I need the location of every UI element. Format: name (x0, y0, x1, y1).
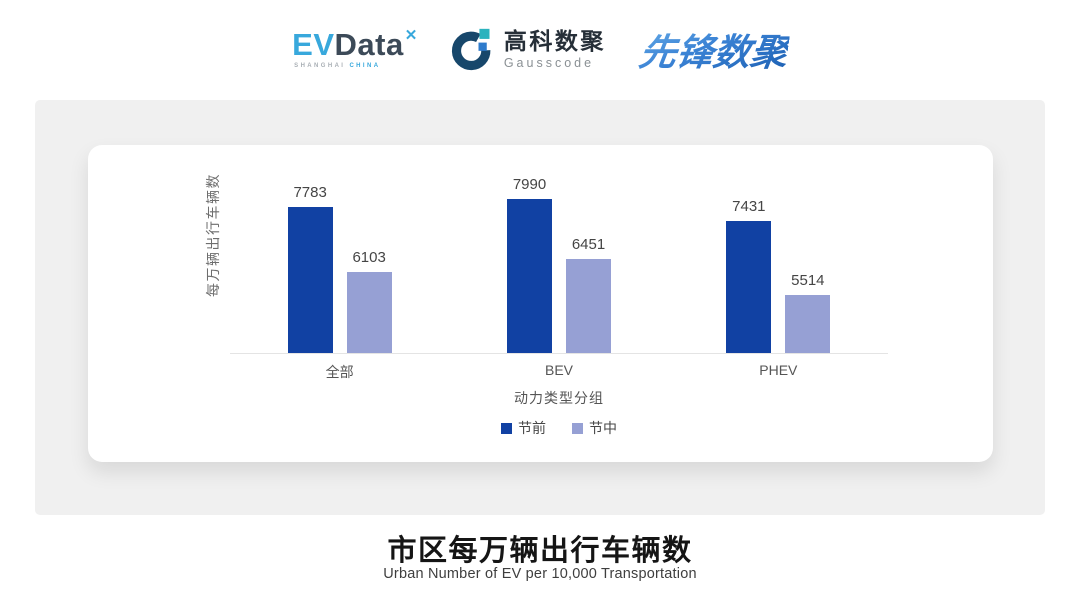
bar-series0-PHEV (726, 221, 772, 353)
bar-value-label: 6451 (571, 236, 606, 253)
legend-label: 节前 (518, 420, 546, 436)
legend-label: 节中 (589, 420, 617, 436)
gausscode-text: 高科数聚 Gausscode (504, 28, 606, 69)
chart-subtitle: Urban Number of EV per 10,000 Transporta… (383, 566, 697, 582)
gausscode-g-icon (451, 28, 491, 71)
chart-card: 每万辆出行车辆数 动力类型分组 节前 节中 7783 6103 全部 7990 6451 B… (88, 145, 993, 462)
evdata-wordmark: EVData✕ (292, 27, 418, 62)
chart-panel: 每万辆出行车辆数 动力类型分组 节前 节中 7783 6103 全部 7990 6451 B… (35, 100, 1045, 515)
bar-value-label: 7783 (293, 184, 327, 201)
gausscode-cn-text: 高科数聚 (503, 28, 606, 55)
bar-chart: 每万辆出行车辆数 动力类型分组 节前 节中 7783 6103 全部 7990 6451 B… (88, 145, 993, 462)
bar-value-label: 6103 (352, 249, 386, 266)
chart-main-title: 市区每万辆出行车辆数 (387, 535, 693, 567)
xianfeng-logo: 先锋数聚 (636, 22, 792, 76)
legend-item-series1: 节中 (572, 418, 617, 438)
bar-value-label: 7431 (732, 198, 766, 215)
y-axis-title: 每万辆出行车辆数 (205, 173, 221, 297)
bar-series0-BEV (507, 199, 552, 353)
legend-swatch-icon (572, 422, 583, 434)
evdata-logo: EVData✕ SHANGHAI CHINA (292, 27, 418, 69)
x-axis-category: PHEV (759, 362, 798, 378)
x-axis-category: 全部 (325, 364, 354, 380)
bar-series1-BEV (566, 259, 611, 353)
chart-legend: 节前 节中 (501, 418, 617, 438)
bar-value-label: 7990 (512, 176, 547, 193)
legend-item-series0: 节前 (501, 418, 546, 438)
evdata-shanghai-text: SHANGHAI (294, 63, 346, 69)
bar-series1-全部 (346, 272, 392, 353)
gausscode-logo: 高科数聚 Gausscode (451, 26, 606, 72)
sparkle-icon: ✕ (404, 27, 418, 44)
evdata-ev-text: EV (292, 27, 335, 62)
x-axis-line (230, 353, 888, 354)
bar-series1-PHEV (785, 295, 831, 353)
bar-value-label: 5514 (791, 272, 825, 289)
bar-series0-全部 (287, 207, 333, 353)
logo-bar: EVData✕ SHANGHAI CHINA 高科数聚 Gausscode 先锋… (0, 16, 1080, 82)
legend-swatch-icon (501, 422, 512, 434)
gausscode-en-text: Gausscode (503, 55, 595, 70)
x-axis-title: 动力类型分组 (514, 390, 604, 406)
evdata-subtitle: SHANGHAI CHINA (292, 63, 417, 69)
evdata-data-text: Data (334, 27, 404, 62)
evdata-china-text: CHINA (349, 63, 381, 69)
x-axis-category: BEV (544, 362, 573, 378)
